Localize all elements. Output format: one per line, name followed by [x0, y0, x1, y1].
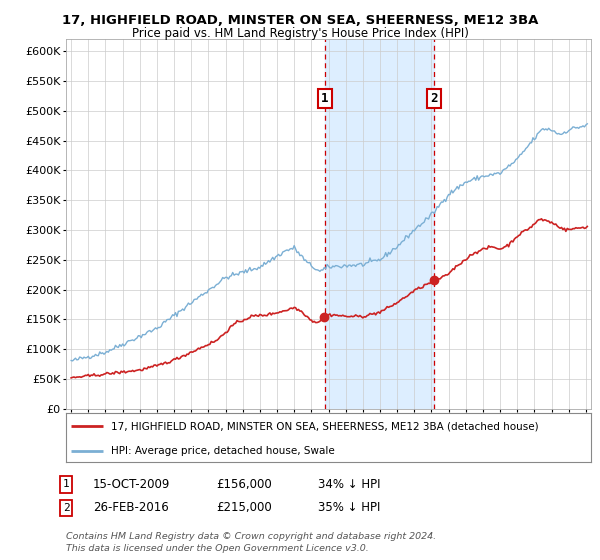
- Text: HPI: Average price, detached house, Swale: HPI: Average price, detached house, Swal…: [110, 446, 334, 456]
- Text: 34% ↓ HPI: 34% ↓ HPI: [318, 478, 380, 491]
- Text: 2: 2: [62, 503, 70, 513]
- Text: 17, HIGHFIELD ROAD, MINSTER ON SEA, SHEERNESS, ME12 3BA (detached house): 17, HIGHFIELD ROAD, MINSTER ON SEA, SHEE…: [110, 421, 538, 431]
- Text: 17, HIGHFIELD ROAD, MINSTER ON SEA, SHEERNESS, ME12 3BA: 17, HIGHFIELD ROAD, MINSTER ON SEA, SHEE…: [62, 14, 538, 27]
- Text: 1: 1: [62, 479, 70, 489]
- Text: 35% ↓ HPI: 35% ↓ HPI: [318, 501, 380, 515]
- Text: 2: 2: [430, 92, 438, 105]
- Text: 26-FEB-2016: 26-FEB-2016: [93, 501, 169, 515]
- Text: £156,000: £156,000: [216, 478, 272, 491]
- Bar: [325, 39, 434, 409]
- Text: Price paid vs. HM Land Registry's House Price Index (HPI): Price paid vs. HM Land Registry's House …: [131, 27, 469, 40]
- Text: 1: 1: [321, 92, 329, 105]
- Text: £215,000: £215,000: [216, 501, 272, 515]
- Text: 15-OCT-2009: 15-OCT-2009: [93, 478, 170, 491]
- Text: Contains HM Land Registry data © Crown copyright and database right 2024.
This d: Contains HM Land Registry data © Crown c…: [66, 532, 436, 553]
